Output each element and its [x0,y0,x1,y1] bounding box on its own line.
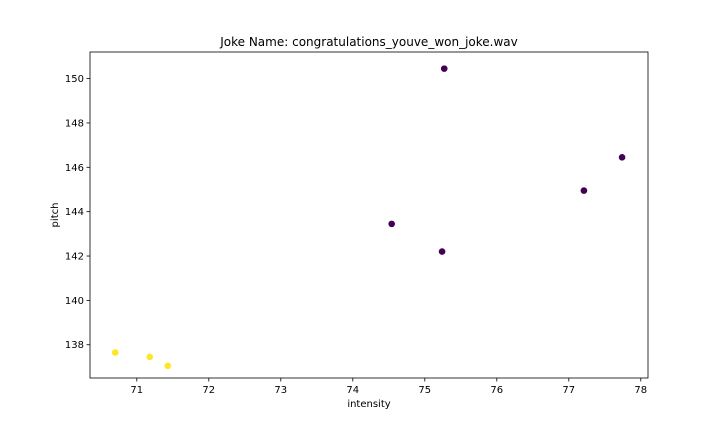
data-point [618,154,626,161]
data-point [164,362,172,370]
y-tick-label: 150 [65,74,84,85]
data-point [388,220,395,228]
x-tick-label: 78 [634,385,647,396]
data-point [438,248,446,255]
x-tick-label: 75 [418,385,431,396]
data-points [111,65,626,370]
chart-title: Joke Name: congratulations_youve_won_jok… [219,35,518,49]
data-point [146,353,154,361]
plot-frame [89,51,649,379]
x-tick-label: 74 [346,385,359,396]
x-tick-label: 73 [274,385,287,396]
y-axis-ticks: 138 140 142 144 146 148 150 [65,74,90,351]
data-point [111,349,119,356]
y-tick-label: 142 [65,252,84,263]
data-point [580,187,588,194]
y-tick-label: 148 [65,118,84,129]
y-tick-label: 146 [65,163,84,174]
y-tick-label: 144 [65,207,84,218]
y-tick-label: 140 [65,296,84,307]
x-tick-label: 72 [202,385,215,396]
x-tick-label: 71 [130,385,143,396]
y-tick-label: 138 [65,340,84,351]
x-axis-label: intensity [347,399,390,410]
x-tick-label: 77 [562,385,575,396]
data-point [440,65,448,72]
x-tick-label: 76 [490,385,503,396]
x-axis-ticks: 71 72 73 74 75 76 77 78 [130,378,647,396]
y-axis-label: pitch [50,203,61,228]
